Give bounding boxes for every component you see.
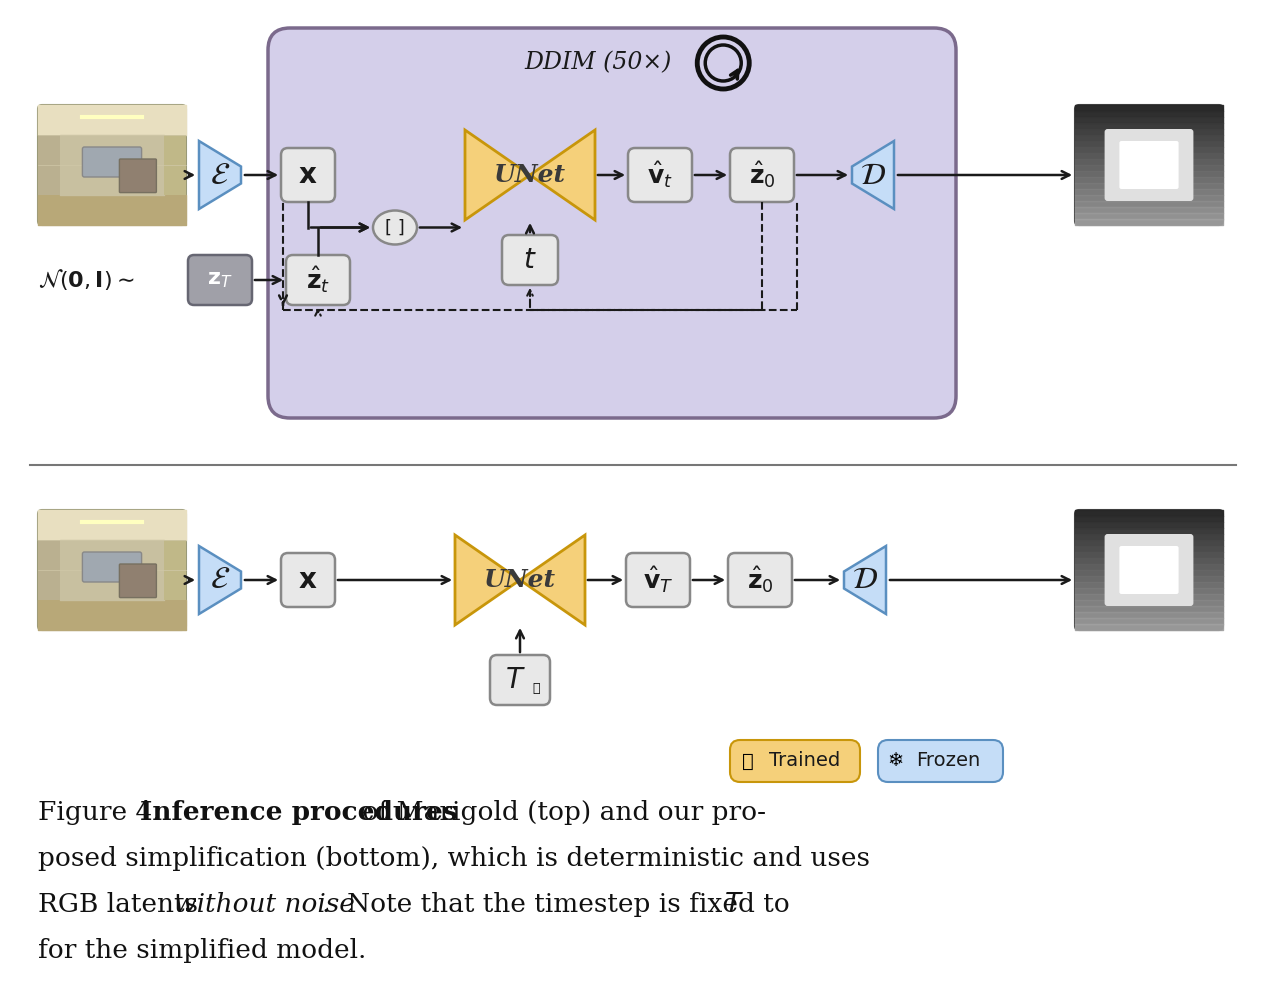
Text: [ ]: [ ]	[385, 219, 405, 237]
Polygon shape	[199, 141, 241, 209]
FancyBboxPatch shape	[119, 564, 157, 598]
Text: $T$: $T$	[505, 667, 525, 693]
Text: $\hat{\mathbf{z}}_t$: $\hat{\mathbf{z}}_t$	[306, 264, 330, 296]
Text: Trained: Trained	[770, 751, 841, 771]
Text: $\mathcal{E}$: $\mathcal{E}$	[210, 565, 230, 595]
Polygon shape	[844, 546, 886, 614]
Polygon shape	[454, 535, 520, 625]
Polygon shape	[530, 130, 595, 220]
FancyBboxPatch shape	[628, 148, 693, 202]
FancyBboxPatch shape	[728, 553, 793, 607]
FancyBboxPatch shape	[730, 148, 794, 202]
Text: 🔒: 🔒	[532, 682, 539, 694]
Text: $\mathcal{D}$: $\mathcal{D}$	[852, 565, 879, 595]
FancyBboxPatch shape	[503, 235, 558, 285]
FancyBboxPatch shape	[119, 159, 157, 192]
Text: $T$: $T$	[724, 892, 744, 917]
Polygon shape	[38, 540, 61, 600]
Text: $\hat{\mathbf{v}}_t$: $\hat{\mathbf{v}}_t$	[647, 160, 674, 191]
Text: $\mathbf{z}_T$: $\mathbf{z}_T$	[208, 270, 233, 290]
FancyBboxPatch shape	[1105, 129, 1194, 201]
FancyBboxPatch shape	[625, 553, 690, 607]
FancyBboxPatch shape	[490, 655, 549, 705]
FancyBboxPatch shape	[879, 740, 1003, 782]
Text: ❄️: ❄️	[887, 751, 904, 771]
FancyBboxPatch shape	[1075, 105, 1223, 225]
FancyBboxPatch shape	[38, 105, 186, 225]
Text: Frozen: Frozen	[915, 751, 980, 771]
Text: Figure 4.: Figure 4.	[38, 800, 177, 825]
FancyBboxPatch shape	[730, 740, 860, 782]
Text: of Marigold (top) and our pro-: of Marigold (top) and our pro-	[354, 800, 766, 825]
FancyBboxPatch shape	[82, 552, 142, 582]
Text: without noise: without noise	[173, 892, 354, 917]
Text: for the simplified model.: for the simplified model.	[38, 938, 366, 963]
Polygon shape	[199, 546, 241, 614]
Polygon shape	[465, 130, 530, 220]
Polygon shape	[163, 540, 186, 600]
FancyBboxPatch shape	[1119, 141, 1179, 189]
FancyBboxPatch shape	[82, 147, 142, 177]
FancyBboxPatch shape	[281, 553, 335, 607]
FancyBboxPatch shape	[1105, 534, 1194, 606]
FancyBboxPatch shape	[38, 510, 186, 630]
Text: $t$: $t$	[523, 246, 537, 274]
Text: $\mathbf{x}$: $\mathbf{x}$	[299, 567, 318, 593]
Text: UNet: UNet	[494, 163, 566, 187]
FancyBboxPatch shape	[1075, 510, 1223, 630]
Text: $\mathcal{N}(\mathbf{0}, \mathbf{I}) \sim$: $\mathcal{N}(\mathbf{0}, \mathbf{I}) \si…	[38, 267, 134, 293]
Ellipse shape	[373, 210, 417, 245]
Polygon shape	[520, 535, 585, 625]
Text: .  Note that the timestep is fixed to: . Note that the timestep is fixed to	[322, 892, 798, 917]
Text: RGB latents: RGB latents	[38, 892, 206, 917]
Text: $\hat{\mathbf{z}}_0$: $\hat{\mathbf{z}}_0$	[748, 160, 775, 191]
Text: Inference procedures: Inference procedures	[141, 800, 457, 825]
Polygon shape	[852, 141, 894, 209]
Text: UNet: UNet	[484, 568, 556, 592]
Text: $\mathbf{x}$: $\mathbf{x}$	[299, 161, 318, 189]
Text: $\hat{\mathbf{v}}_T$: $\hat{\mathbf{v}}_T$	[643, 565, 674, 595]
FancyBboxPatch shape	[268, 28, 956, 418]
Text: 🔥: 🔥	[742, 751, 753, 771]
Polygon shape	[38, 135, 61, 195]
Text: $\hat{\mathbf{z}}_0$: $\hat{\mathbf{z}}_0$	[747, 565, 774, 595]
Text: posed simplification (bottom), which is deterministic and uses: posed simplification (bottom), which is …	[38, 846, 870, 871]
Text: $\mathcal{E}$: $\mathcal{E}$	[210, 159, 230, 191]
Text: $\mathcal{D}$: $\mathcal{D}$	[860, 159, 886, 191]
Text: DDIM (50×): DDIM (50×)	[524, 51, 672, 75]
FancyBboxPatch shape	[1119, 546, 1179, 594]
FancyBboxPatch shape	[281, 148, 335, 202]
Polygon shape	[163, 135, 186, 195]
FancyBboxPatch shape	[286, 255, 349, 305]
FancyBboxPatch shape	[187, 255, 252, 305]
